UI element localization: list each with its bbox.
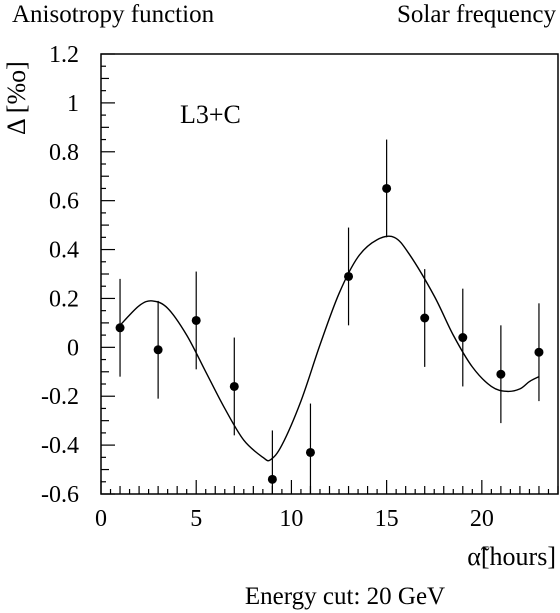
data-point <box>382 183 392 193</box>
y-tick-label: 0.4 <box>49 238 79 264</box>
data-point <box>458 333 468 343</box>
x-tick-label: 5 <box>190 506 202 532</box>
y-tick-labels: 1.2 1 0.8 0.6 0.4 0.2 0 -0.2 -0.4 -0.6 <box>41 42 79 508</box>
data-point <box>305 447 315 457</box>
data-point <box>534 347 544 357</box>
x-tick-label: 10 <box>279 506 303 532</box>
y-tick-label: 1.2 <box>49 42 79 68</box>
data-point <box>191 315 201 325</box>
x-tick-label: 15 <box>375 506 399 532</box>
data-point <box>115 323 125 333</box>
data-point <box>153 345 163 355</box>
y-tick-label: 0.6 <box>49 189 79 215</box>
y-tick-label: -0.2 <box>41 384 79 410</box>
y-tick-label: -0.6 <box>41 482 79 508</box>
plot-frame <box>100 53 559 495</box>
y-tick-label: 0 <box>67 335 79 361</box>
fit-curve <box>119 235 540 462</box>
chart-title-right: Solar frequency <box>397 1 556 28</box>
data-point <box>496 369 506 379</box>
data-point <box>344 271 354 281</box>
x-tick-label: 0 <box>95 506 107 532</box>
y-tick-label: 0.8 <box>49 140 79 166</box>
y-tick-label: -0.4 <box>41 433 79 459</box>
axis-ticks <box>100 53 559 495</box>
data-point <box>420 313 430 323</box>
x-tick-label: 20 <box>470 506 494 532</box>
y-tick-label: 0.2 <box>49 286 79 312</box>
y-axis-label: Δ [%o] <box>2 61 31 135</box>
data-point <box>267 474 277 484</box>
data-point <box>229 381 239 391</box>
x-tick-labels: 0 5 10 15 20 <box>95 506 494 532</box>
energy-cut-caption: Energy cut: 20 GeV <box>245 583 445 610</box>
chart-title-left: Anisotropy function <box>12 1 215 28</box>
x-axis-label: α̃[hours] <box>467 542 556 571</box>
data-points <box>115 139 544 494</box>
y-tick-label: 1 <box>67 91 79 117</box>
dataset-annotation: L3+C <box>180 100 241 129</box>
